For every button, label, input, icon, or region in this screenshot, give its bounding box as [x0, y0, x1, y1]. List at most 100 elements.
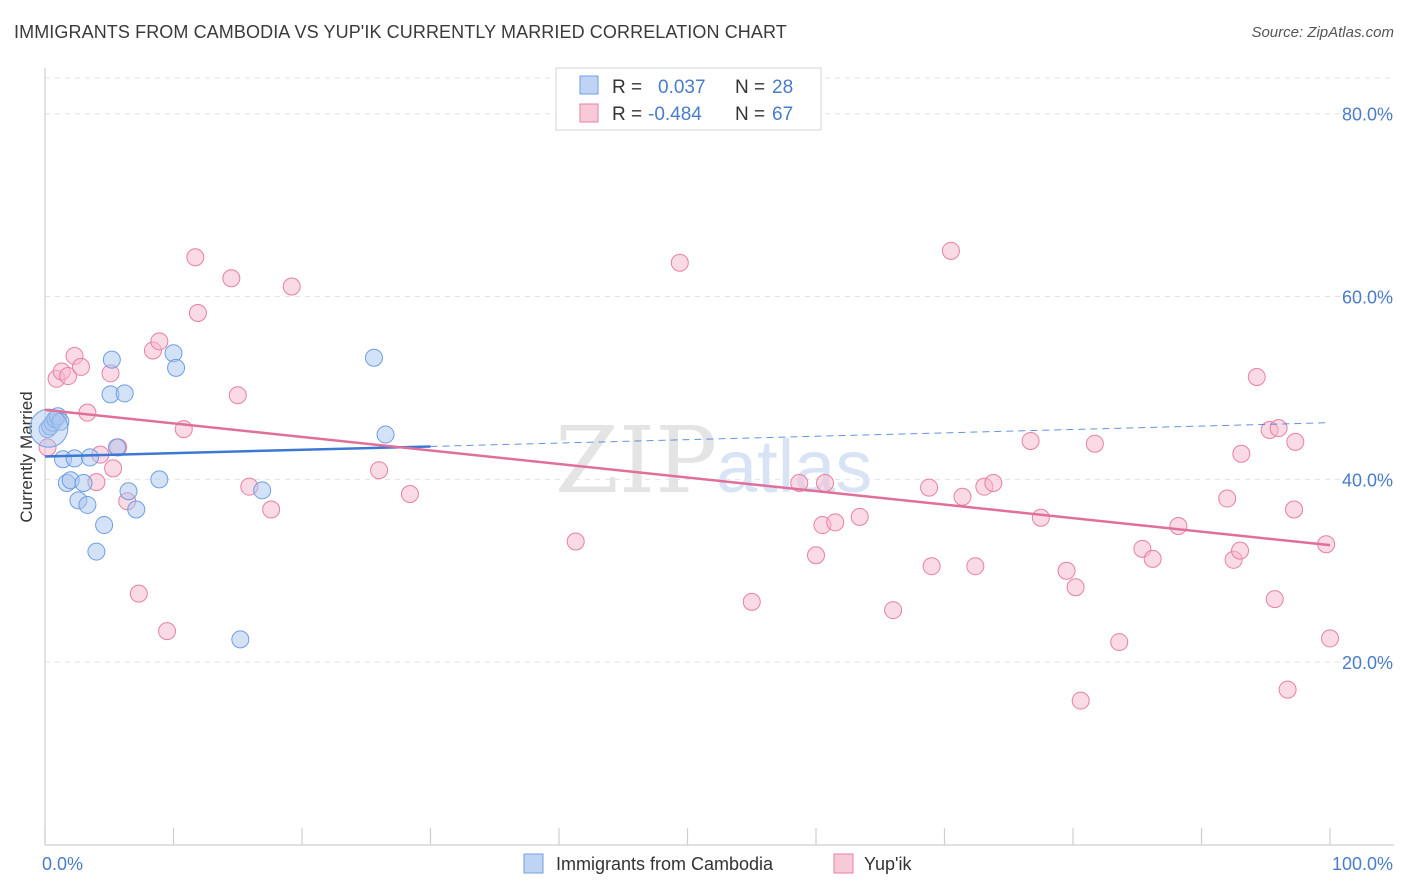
y-axis-tick-labels: 20.0% 40.0% 60.0% 80.0% — [1342, 105, 1393, 673]
point-yupik — [670, 253, 689, 272]
trendline-cambodia-extension — [430, 422, 1331, 447]
trendline-yupik — [44, 408, 1331, 547]
point-yupik — [1031, 508, 1050, 527]
point-yupik — [1169, 516, 1188, 535]
point-yupik — [104, 459, 123, 478]
point-yupik — [1265, 590, 1284, 609]
point-yupik — [188, 303, 207, 322]
point-yupik — [129, 584, 148, 603]
point-yupik — [966, 557, 985, 576]
point-yupik — [1021, 431, 1040, 450]
point-cambodia — [78, 495, 97, 514]
legend-r-value-cambodia: 0.037 — [658, 77, 706, 98]
watermark-zip: ZIP — [555, 407, 717, 514]
point-yupik — [953, 487, 972, 506]
legend-box: R = 0.037 N = 28 R = -0.484 N = 67 — [555, 67, 822, 131]
point-yupik — [1071, 691, 1090, 710]
legend-r-label-yupik: R = — [612, 104, 642, 125]
point-yupik — [850, 507, 869, 526]
legend-swatch-cambodia — [579, 75, 599, 95]
point-cambodia — [80, 448, 99, 467]
point-yupik — [920, 478, 939, 497]
y-tick-label: 20.0% — [1342, 653, 1393, 673]
point-cambodia-cluster — [29, 408, 69, 448]
series-yupik-points — [38, 241, 1339, 710]
point-yupik — [1218, 489, 1237, 508]
legend-n-value-cambodia: 28 — [772, 77, 793, 98]
legend-r-label-cambodia: R = — [612, 77, 642, 98]
point-yupik — [1321, 629, 1339, 648]
point-cambodia — [65, 449, 84, 468]
point-yupik — [282, 277, 301, 296]
point-yupik — [884, 601, 903, 620]
point-yupik — [826, 513, 845, 532]
point-cambodia — [253, 481, 272, 500]
point-yupik — [1285, 500, 1304, 519]
point-cambodia — [167, 358, 186, 377]
point-cambodia — [164, 344, 183, 363]
point-yupik — [262, 500, 281, 519]
bottom-legend-swatch-yupik — [833, 853, 854, 874]
point-yupik — [158, 622, 177, 641]
point-yupik — [1066, 578, 1085, 597]
x-tick-label-min: 0.0% — [42, 854, 83, 874]
point-yupik — [71, 357, 90, 376]
point-yupik — [1232, 444, 1251, 463]
point-yupik — [941, 241, 960, 260]
point-cambodia — [102, 350, 121, 369]
bottom-legend-label-cambodia: Immigrants from Cambodia — [556, 854, 774, 874]
trendline-cambodia — [44, 445, 431, 458]
trend-lines — [44, 408, 1331, 547]
series-cambodia-points — [29, 344, 395, 649]
point-cambodia — [376, 425, 395, 444]
point-cambodia — [119, 482, 138, 501]
y-tick-label: 80.0% — [1342, 105, 1393, 125]
y-tick-label: 40.0% — [1342, 470, 1393, 490]
point-yupik — [807, 546, 825, 565]
gridlines — [45, 77, 1394, 663]
bottom-legend-label-yupik: Yup'ik — [864, 854, 912, 874]
legend-n-value-yupik: 67 — [772, 104, 793, 125]
point-yupik — [1085, 434, 1104, 453]
legend-n-label-cambodia: N = — [735, 77, 765, 98]
point-yupik — [1278, 680, 1297, 699]
y-axis-label: Currently Married — [17, 391, 36, 522]
point-yupik — [186, 248, 205, 267]
legend-swatch-yupik — [579, 103, 599, 123]
watermark: ZIP atlas — [555, 407, 872, 514]
point-yupik — [922, 557, 941, 576]
point-yupik — [815, 474, 834, 493]
point-cambodia — [231, 630, 250, 649]
point-yupik — [228, 386, 247, 405]
point-yupik — [984, 474, 1003, 493]
point-cambodia — [127, 500, 146, 519]
point-yupik — [1269, 419, 1288, 438]
point-yupik — [370, 461, 389, 480]
point-cambodia — [95, 516, 114, 535]
legend-r-value-yupik: -0.484 — [648, 104, 702, 125]
point-cambodia — [115, 384, 134, 403]
chart-title: IMMIGRANTS FROM CAMBODIA VS YUP'IK CURRE… — [14, 22, 787, 42]
bottom-legend-swatch-cambodia — [523, 853, 544, 874]
point-yupik — [566, 532, 585, 551]
point-yupik — [742, 592, 761, 611]
point-yupik — [400, 484, 419, 503]
point-yupik — [150, 332, 169, 351]
legend-n-label-yupik: N = — [735, 104, 765, 125]
x-axis-tick-labels: 0.0% 100.0% — [42, 854, 1393, 874]
source-credit: Source: ZipAtlas.com — [1251, 24, 1394, 41]
point-yupik — [222, 269, 241, 288]
point-yupik — [1110, 633, 1129, 652]
point-cambodia — [150, 470, 169, 489]
point-yupik — [59, 367, 78, 386]
x-tick-label-max: 100.0% — [1332, 854, 1393, 874]
point-cambodia — [74, 474, 93, 493]
y-tick-label: 60.0% — [1342, 288, 1393, 308]
bottom-legend: Immigrants from Cambodia Yup'ik — [523, 853, 912, 874]
point-yupik — [790, 474, 809, 493]
point-yupik — [1143, 549, 1162, 568]
x-axis-ticks — [44, 828, 1331, 845]
point-yupik — [1247, 367, 1266, 386]
point-cambodia — [364, 348, 383, 367]
